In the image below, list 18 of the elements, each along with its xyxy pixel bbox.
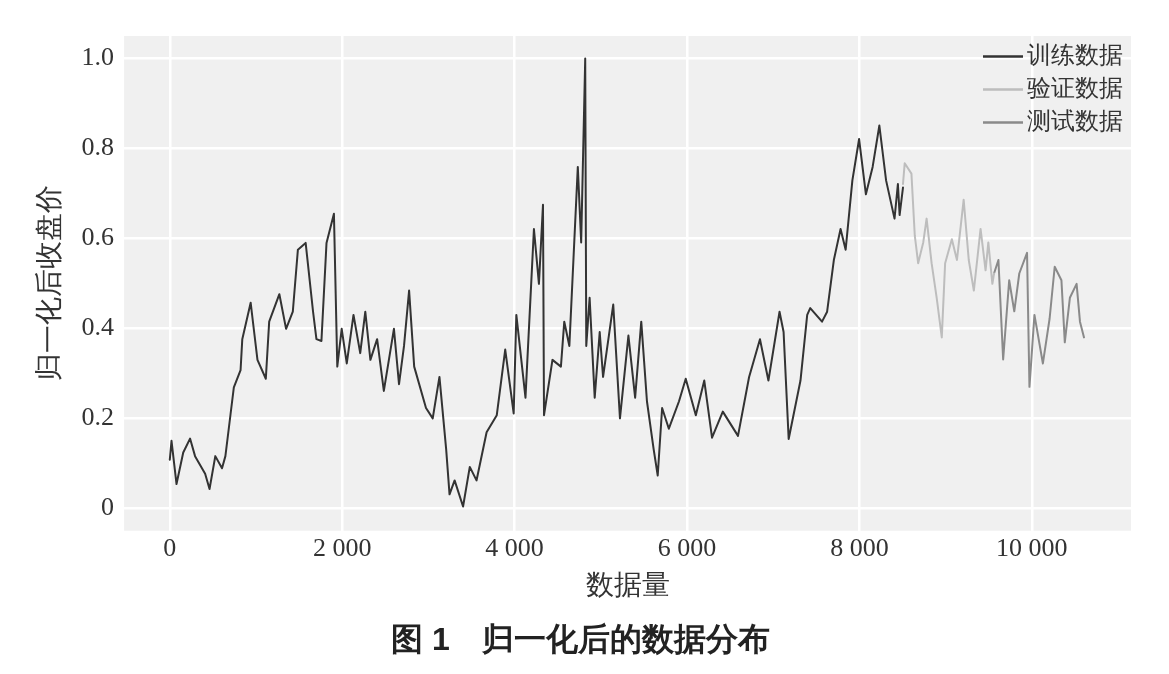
y-tick-label: 0.4 (81, 312, 115, 342)
y-tick-label: 1.0 (81, 42, 115, 72)
y-tick-label: 0.8 (81, 132, 115, 162)
y-tick-label: 0.6 (81, 222, 115, 252)
x-tick-label: 6 000 (657, 533, 717, 563)
x-tick-label: 2 000 (312, 533, 372, 563)
legend-label: 测试数据 (1027, 107, 1123, 134)
legend-label: 验证数据 (1027, 74, 1123, 101)
text: 图 1 归一化后的数据分布 (391, 620, 770, 657)
x-axis-title: 数据量 (585, 569, 670, 601)
x-tick-label: 10 000 (996, 533, 1068, 563)
legend-label: 训练数据 (1027, 41, 1123, 68)
x-tick-label: 4 000 (485, 533, 544, 563)
x-tick-label: 8 000 (830, 533, 889, 563)
y-tick-label: 0.2 (81, 402, 115, 432)
y-tick-label: 0 (101, 492, 115, 522)
x-tick-label: 0 (163, 533, 177, 563)
y-axis-title: 归一化后收盘价 (33, 185, 65, 382)
